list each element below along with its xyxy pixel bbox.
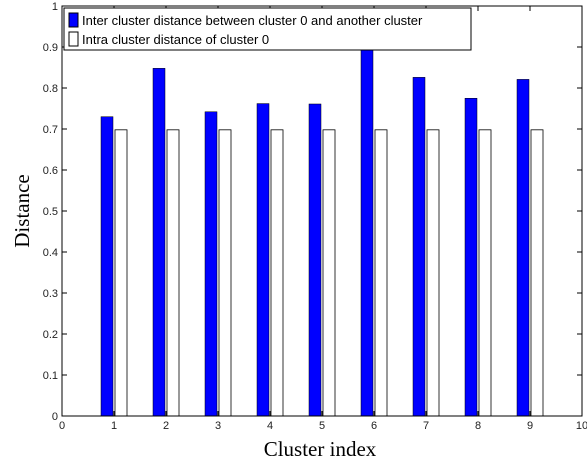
bar-series1-cluster-2 xyxy=(166,129,180,416)
legend-box xyxy=(63,7,472,51)
y-tick-label: 0.1 xyxy=(43,370,58,382)
bar-series0-cluster-5 xyxy=(308,103,322,416)
x-tick-label: 4 xyxy=(267,420,273,432)
bar-series1-cluster-6 xyxy=(374,129,388,416)
bar-series1-cluster-8 xyxy=(478,129,492,416)
bar-series1-cluster-9 xyxy=(530,129,544,416)
x-tick-label: 10 xyxy=(576,420,587,432)
x-tick-label: 7 xyxy=(423,420,429,432)
bar-series0-cluster-9 xyxy=(516,79,530,416)
y-tick-label: 1 xyxy=(52,1,58,13)
legend-swatch-intra-cluster xyxy=(68,31,79,47)
bar-series1-cluster-3 xyxy=(218,129,232,416)
bar-series0-cluster-2 xyxy=(152,68,166,416)
x-tick-label: 8 xyxy=(475,420,481,432)
bar-series0-cluster-3 xyxy=(204,111,218,416)
x-tick-label: 5 xyxy=(319,420,325,432)
x-tick-label: 1 xyxy=(111,420,117,432)
x-axis-ticks: 0 1 2 3 4 5 6 7 8 9 10 xyxy=(59,6,587,432)
bars-layer xyxy=(100,49,544,416)
y-tick-label: 0.2 xyxy=(43,329,58,341)
legend-label-inter-cluster: Inter cluster distance between cluster 0… xyxy=(82,13,423,28)
bar-series0-cluster-8 xyxy=(464,98,478,416)
y-tick-label: 0.5 xyxy=(43,206,58,218)
bar-series1-cluster-5 xyxy=(322,129,336,416)
x-tick-label: 0 xyxy=(59,420,65,432)
y-axis-ticks: 0 0.1 0.2 0.3 0.4 0.5 0.6 0.7 0.8 0.9 1 xyxy=(43,1,582,423)
bar-series1-cluster-1 xyxy=(114,129,128,416)
y-tick-label: 0.3 xyxy=(43,288,58,300)
plot-area xyxy=(62,6,582,416)
bar-series0-cluster-4 xyxy=(256,103,270,416)
legend-label-intra-cluster: Intra cluster distance of cluster 0 xyxy=(82,32,269,47)
legend: Inter cluster distance between cluster 0… xyxy=(63,7,472,51)
legend-swatch-inter-cluster xyxy=(68,12,79,28)
x-tick-label: 3 xyxy=(215,420,221,432)
bar-series1-cluster-4 xyxy=(270,129,284,416)
y-tick-label: 0.4 xyxy=(43,247,58,259)
x-tick-label: 9 xyxy=(527,420,533,432)
x-axis-title: Cluster index xyxy=(264,437,377,461)
y-tick-label: 0.7 xyxy=(43,124,58,136)
bar-series0-cluster-6 xyxy=(360,49,374,416)
y-axis-title: Distance xyxy=(10,174,34,247)
y-tick-label: 0.9 xyxy=(43,42,58,54)
y-tick-label: 0.8 xyxy=(43,83,58,95)
bar-series0-cluster-7 xyxy=(412,77,426,416)
y-tick-label: 0.6 xyxy=(43,165,58,177)
bar-series1-cluster-7 xyxy=(426,129,440,416)
x-tick-label: 2 xyxy=(163,420,169,432)
y-tick-label: 0 xyxy=(52,411,58,423)
x-tick-label: 6 xyxy=(371,420,377,432)
bar-series0-cluster-1 xyxy=(100,116,114,416)
